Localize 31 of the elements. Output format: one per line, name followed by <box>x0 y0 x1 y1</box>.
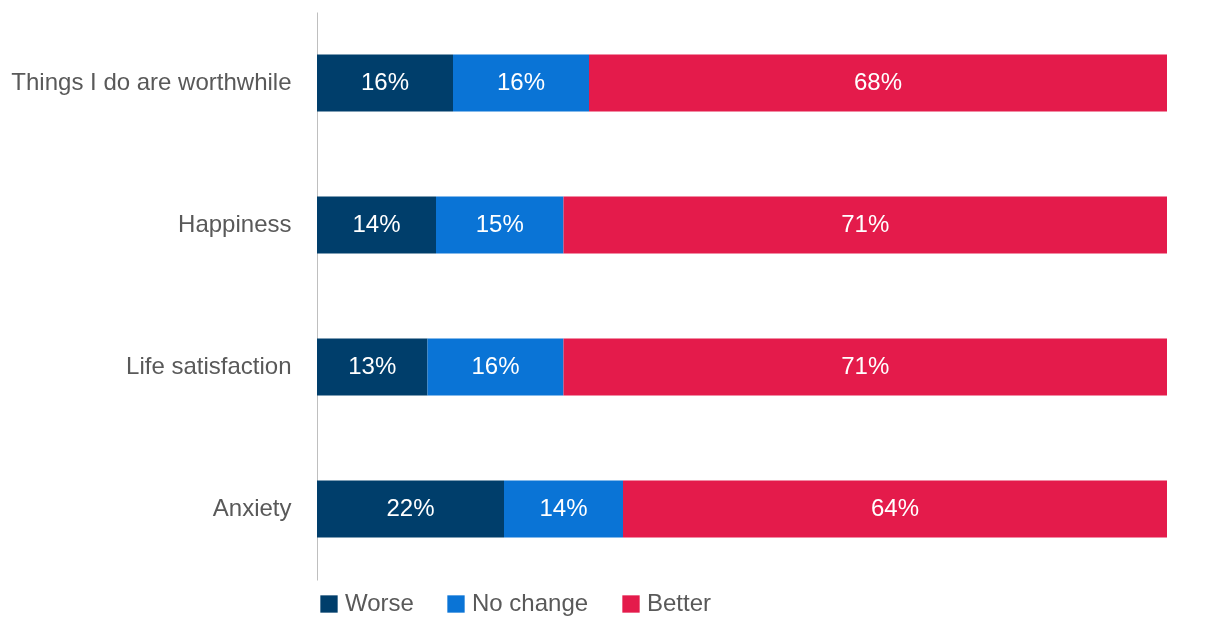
y-tick-label: Happiness <box>178 210 292 237</box>
y-tick-label: Life satisfaction <box>126 352 292 379</box>
bar <box>427 338 564 396</box>
bar <box>563 196 1167 254</box>
data-label: 22% <box>386 494 435 521</box>
data-label: 16% <box>360 68 410 95</box>
bar <box>504 480 623 538</box>
bar <box>436 196 564 254</box>
legend-label: Better <box>647 589 712 616</box>
bar <box>317 54 453 112</box>
data-label: 15% <box>475 210 524 237</box>
y-tick-label: Things I do are worthwhile <box>11 68 292 95</box>
data-label: 71% <box>841 210 890 237</box>
data-label: 64% <box>870 494 920 521</box>
bar <box>563 338 1167 396</box>
legend-label: Worse <box>345 589 414 616</box>
bar <box>317 196 436 254</box>
bar <box>453 54 589 112</box>
data-label: 16% <box>471 352 520 379</box>
data-label: 14% <box>539 494 588 521</box>
bar <box>317 480 504 538</box>
data-label: 68% <box>853 68 903 95</box>
bar <box>623 480 1167 538</box>
data-label: 71% <box>841 352 890 379</box>
bar <box>589 54 1167 112</box>
y-tick-label: Anxiety <box>212 494 292 521</box>
data-label: 16% <box>496 68 546 95</box>
bar <box>317 338 428 396</box>
data-label: 13% <box>348 352 397 379</box>
legend-label: No change <box>472 589 589 616</box>
data-label: 14% <box>352 210 401 237</box>
